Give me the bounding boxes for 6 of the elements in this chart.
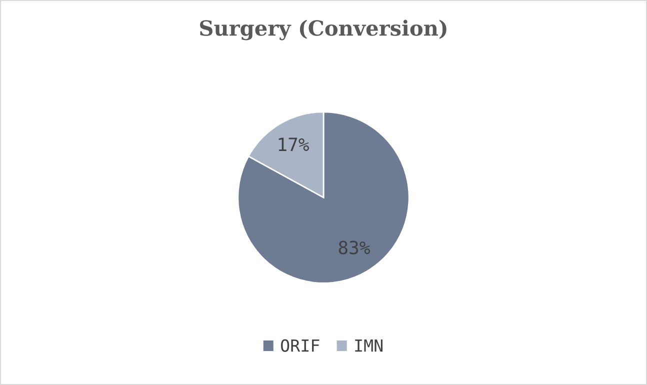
legend-label: IMN [355,339,382,352]
chart-title: Surgery (Conversion) [200,20,446,40]
data-label: 83% [338,240,370,254]
legend-label: ORIF [281,339,320,352]
data-label: 17% [278,138,310,151]
pie-slice [237,111,410,284]
